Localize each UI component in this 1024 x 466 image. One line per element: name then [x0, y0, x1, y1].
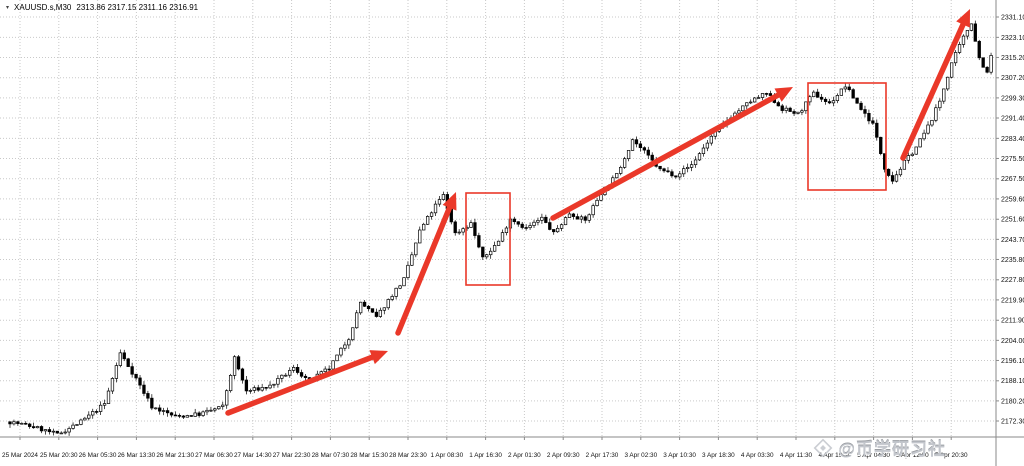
svg-text:4 Apr 11:30: 4 Apr 11:30: [780, 452, 813, 459]
svg-text:2188.10: 2188.10: [1001, 378, 1024, 385]
svg-text:2251.60: 2251.60: [1001, 217, 1024, 224]
svg-text:26 Mar 05:30: 26 Mar 05:30: [79, 452, 117, 459]
trend-arrow: [900, 21, 966, 161]
svg-text:3 Apr 02:30: 3 Apr 02:30: [624, 452, 657, 459]
svg-text:2 Apr 17:30: 2 Apr 17:30: [586, 452, 619, 459]
svg-text:27 Mar 14:30: 27 Mar 14:30: [234, 452, 272, 459]
svg-text:2267.50: 2267.50: [1001, 176, 1024, 183]
symbol-info: ▾ XAUUSD.s,M30 2313.86 2317.15 2311.16 2…: [6, 3, 198, 12]
svg-text:1 Apr 08:30: 1 Apr 08:30: [430, 452, 463, 459]
trend-arrow-head: [442, 192, 457, 211]
svg-text:2227.80: 2227.80: [1001, 277, 1024, 284]
trend-arrow: [225, 354, 375, 416]
trend-arrow-head: [369, 350, 388, 365]
svg-text:4 Apr 03:30: 4 Apr 03:30: [741, 452, 774, 459]
svg-text:2211.90: 2211.90: [1001, 318, 1024, 325]
svg-text:28 Mar 15:30: 28 Mar 15:30: [350, 452, 388, 459]
svg-text:28 Mar 07:30: 28 Mar 07:30: [312, 452, 350, 459]
svg-text:2299.30: 2299.30: [1001, 95, 1024, 102]
svg-text:2331.10: 2331.10: [1001, 14, 1024, 21]
price-axis-labels: 2331.10 2323.10 2315.20 2307.20 2299.30 2291.…: [1001, 14, 1024, 425]
svg-text:27 Mar 06:30: 27 Mar 06:30: [195, 452, 233, 459]
highlight-box: [465, 192, 511, 286]
svg-text:2235.80: 2235.80: [1001, 257, 1024, 264]
svg-text:3 Apr 18:30: 3 Apr 18:30: [702, 452, 735, 459]
svg-text:25 Mar 20:30: 25 Mar 20:30: [40, 452, 78, 459]
time-axis-labels: 25 Mar 2024 25 Mar 20:30 26 Mar 05:30 26 Ma…: [2, 452, 968, 459]
svg-text:1 Apr 16:30: 1 Apr 16:30: [469, 452, 502, 459]
svg-text:2243.70: 2243.70: [1001, 237, 1024, 244]
svg-text:2259.60: 2259.60: [1001, 196, 1024, 203]
svg-text:2196.10: 2196.10: [1001, 358, 1024, 365]
svg-text:2204.00: 2204.00: [1001, 338, 1024, 345]
svg-text:5 Apr 04:30: 5 Apr 04:30: [857, 452, 890, 459]
svg-text:26 Mar 13:30: 26 Mar 13:30: [118, 452, 156, 459]
svg-text:2219.90: 2219.90: [1001, 297, 1024, 304]
annotations-layer: [225, 9, 970, 416]
ohlc-values: 2313.86 2317.15 2311.16 2316.91: [76, 3, 199, 12]
svg-text:2283.40: 2283.40: [1001, 136, 1024, 143]
svg-text:2307.20: 2307.20: [1001, 75, 1024, 82]
highlight-box: [807, 82, 887, 191]
svg-text:4 Apr 19:30: 4 Apr 19:30: [818, 452, 851, 459]
svg-text:5 Apr 20:30: 5 Apr 20:30: [935, 452, 968, 459]
svg-text:2323.10: 2323.10: [1001, 35, 1024, 42]
svg-text:26 Mar 21:30: 26 Mar 21:30: [156, 452, 194, 459]
svg-text:2172.30: 2172.30: [1001, 418, 1024, 425]
svg-text:28 Mar 23:30: 28 Mar 23:30: [389, 452, 427, 459]
trend-arrow-head: [956, 9, 970, 28]
svg-text:27 Mar 22:30: 27 Mar 22:30: [273, 452, 311, 459]
svg-text:2275.50: 2275.50: [1001, 156, 1024, 163]
trend-arrow: [550, 92, 781, 221]
grid-lines: [0, 0, 996, 437]
trend-arrow-head: [774, 87, 793, 102]
svg-text:2 Apr 01:30: 2 Apr 01:30: [508, 452, 541, 459]
watermark-text: @币学研习社: [838, 440, 946, 459]
svg-text:3 Apr 10:30: 3 Apr 10:30: [663, 452, 696, 459]
chart-marker-icon: ▾: [6, 4, 10, 11]
watermark: @币学研习社: [813, 435, 946, 460]
svg-text:2315.20: 2315.20: [1001, 55, 1024, 62]
symbol-label: XAUUSD.s,M30: [14, 3, 72, 12]
svg-text:2 Apr 09:30: 2 Apr 09:30: [547, 452, 580, 459]
svg-text:2180.20: 2180.20: [1001, 398, 1024, 405]
svg-text:5 Apr 12:30: 5 Apr 12:30: [896, 452, 929, 459]
svg-text:2291.40: 2291.40: [1001, 115, 1024, 122]
watermark-logo-icon: [813, 438, 833, 457]
svg-text:25 Mar 2024: 25 Mar 2024: [2, 452, 38, 459]
trend-arrow: [395, 204, 453, 336]
